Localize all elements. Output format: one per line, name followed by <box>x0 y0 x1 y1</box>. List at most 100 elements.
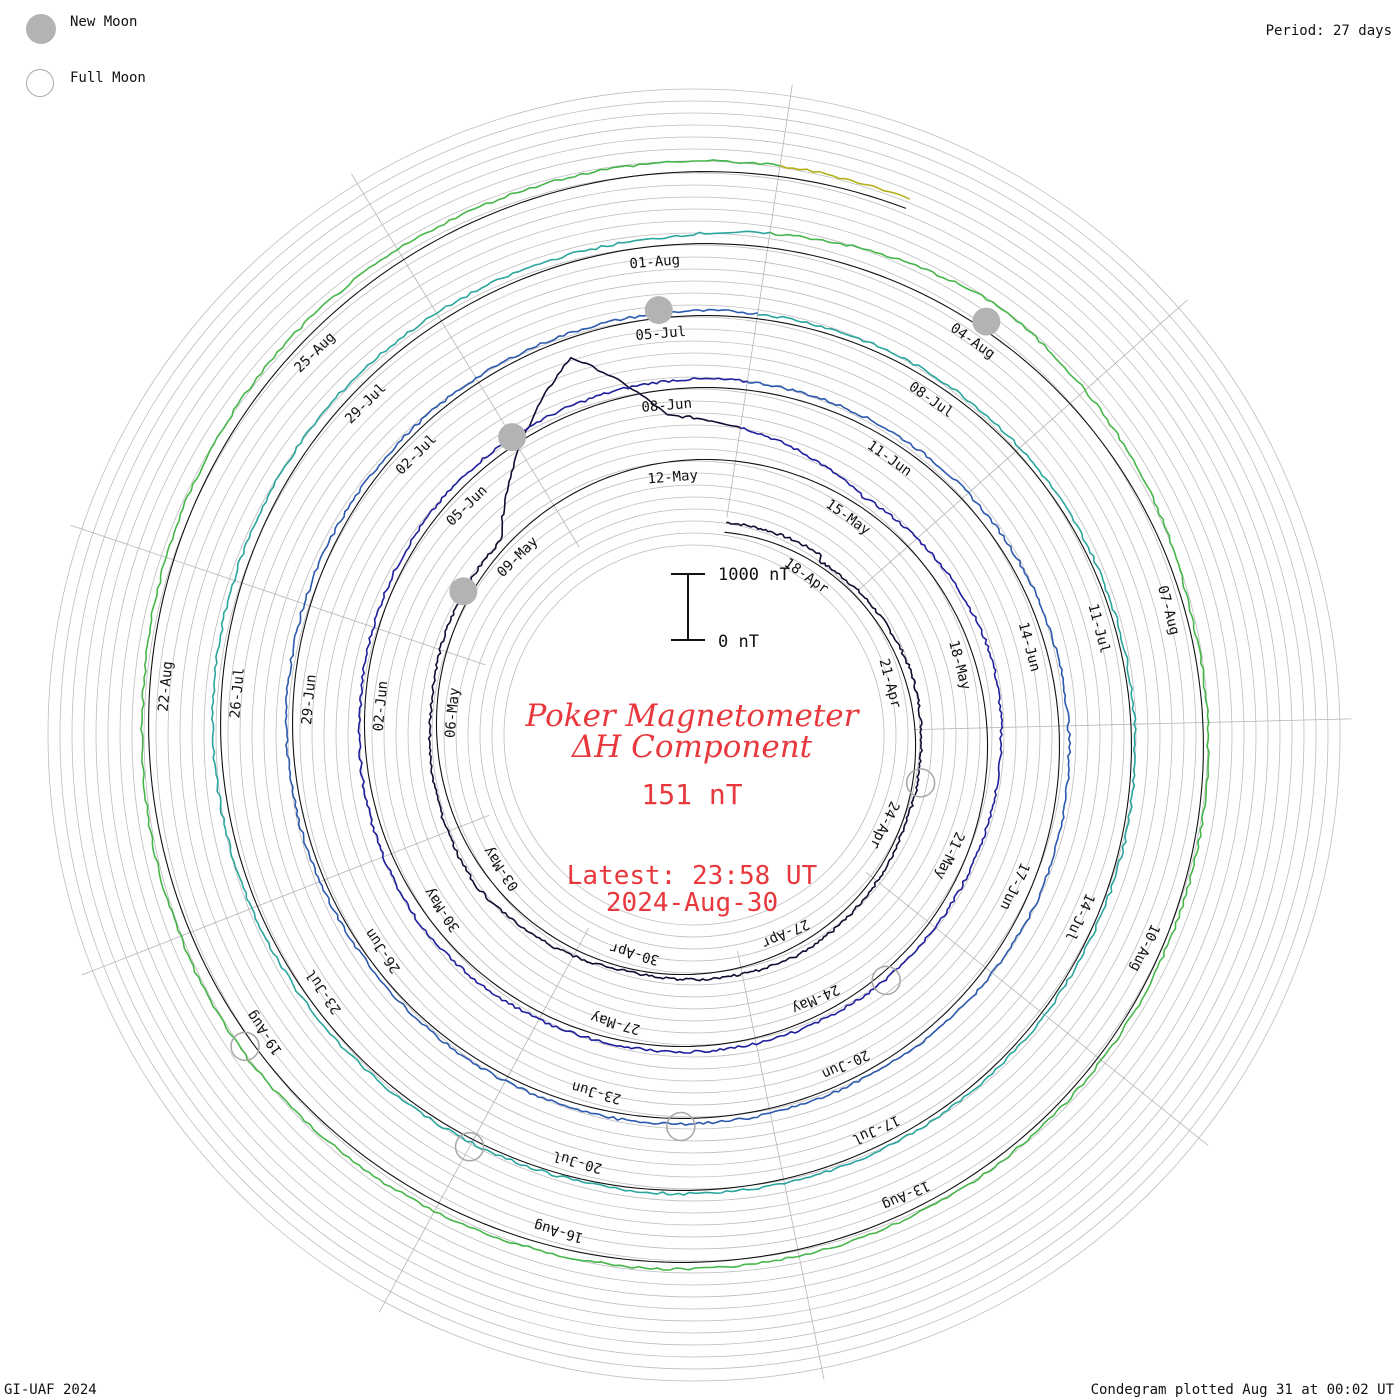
grid-ring <box>491 532 897 938</box>
grid-ring <box>275 316 1113 1154</box>
grid-ring <box>407 448 981 1022</box>
date-tick-label: 23-Jul <box>303 966 345 1017</box>
date-tick-label: 26-Jun <box>362 925 404 976</box>
new-moon-marker <box>449 577 478 606</box>
full-moon-marker <box>230 1031 260 1062</box>
cycle-trace <box>357 377 1004 1054</box>
legend-full-moon-label: Full Moon <box>70 70 146 86</box>
grid-ring <box>47 88 1341 1382</box>
grid-ring <box>107 148 1281 1322</box>
grid-ring <box>323 364 1065 1106</box>
latest-time: Latest: 23:58 UT <box>567 861 818 891</box>
grid-rings <box>47 88 1341 1382</box>
date-tick-label: 15-May <box>823 496 874 538</box>
grid-ring <box>143 184 1245 1286</box>
grid-ring <box>395 436 993 1034</box>
date-tick-label: 30-Apr <box>608 939 661 968</box>
data-traces <box>140 159 1210 1271</box>
date-tick-label: 23-Jun <box>570 1078 623 1107</box>
date-tick-label: 12-May <box>647 467 699 487</box>
radial-spoke <box>81 814 490 976</box>
grid-ring <box>95 136 1293 1334</box>
date-tick-label: 16-Aug <box>532 1217 585 1246</box>
legend-new-moon-label: New Moon <box>70 14 138 30</box>
grid-ring <box>503 544 885 926</box>
full-moon-marker <box>454 1132 485 1162</box>
new-moon-marker <box>644 296 673 325</box>
grid-ring <box>155 196 1233 1274</box>
date-tick-label: 24-Apr <box>866 799 902 852</box>
center-title: Poker Magnetometer ΔH Component 151 nT L… <box>525 698 861 918</box>
radial-spoke <box>378 927 590 1313</box>
date-tick-label: 30-May <box>421 884 463 935</box>
scale-top-label: 1000 nT <box>718 565 790 585</box>
radial-spoke <box>70 524 486 666</box>
scale-bar: 1000 nT 0 nT <box>671 565 790 652</box>
grid-ring <box>167 208 1221 1262</box>
new-moon-marker <box>972 307 1001 336</box>
date-tick-label: 22-Aug <box>156 660 177 712</box>
full-moon-marker <box>871 965 901 996</box>
date-tick-label: 08-Jun <box>641 396 693 416</box>
grid-ring <box>227 268 1161 1202</box>
grid-ring <box>335 376 1053 1094</box>
date-tick-label: 03-May <box>480 843 522 894</box>
grid-ring <box>419 460 969 1010</box>
footer-plot-time: Condegram plotted Aug 31 at 00:02 UT <box>1090 1382 1394 1398</box>
grid-ring <box>443 484 945 986</box>
grid-ring <box>131 172 1257 1298</box>
grid-ring <box>467 508 921 962</box>
grid-ring <box>71 112 1317 1358</box>
date-tick-label: 11-Jul <box>1084 602 1112 655</box>
date-tick-label: 17-Jul <box>849 1112 902 1148</box>
new-moon-icon <box>26 14 56 44</box>
date-tick-label: 01-Aug <box>629 252 681 272</box>
grid-ring <box>371 412 1017 1058</box>
grid-ring <box>479 520 909 950</box>
baseline-spiral <box>148 171 1204 1263</box>
grid-ring <box>287 328 1101 1142</box>
grid-ring <box>215 256 1173 1214</box>
moon-markers <box>230 296 1001 1162</box>
grid-ring <box>59 100 1329 1370</box>
full-moon-marker <box>666 1111 696 1142</box>
date-tick-label: 18-May <box>945 639 973 692</box>
cycle-trace <box>210 230 1137 1196</box>
grid-ring <box>239 280 1149 1190</box>
radial-spoke <box>858 299 1188 590</box>
date-tick-label: 14-Jun <box>1015 620 1043 673</box>
cycle-trace <box>779 164 911 200</box>
full-moon-marker <box>905 768 936 798</box>
period-label: Period: 27 days <box>1265 23 1392 39</box>
grid-ring <box>203 244 1185 1226</box>
radial-spoke <box>350 173 580 548</box>
radial-spokes <box>70 84 1352 1380</box>
baseline-spiral-line <box>148 171 1204 1263</box>
date-tick-label: 02-Jun <box>371 680 392 732</box>
grid-ring <box>251 292 1137 1178</box>
full-moon-icon <box>26 69 54 97</box>
date-tick-label: 06-May <box>442 687 463 739</box>
new-moon-marker <box>498 423 527 452</box>
grid-ring <box>383 424 1005 1046</box>
grid-ring <box>263 304 1125 1166</box>
grid-ring <box>191 232 1197 1238</box>
latest-date: 2024-Aug-30 <box>606 888 778 918</box>
date-tick-label: 17-Jun <box>996 860 1032 913</box>
title-line1: Poker Magnetometer <box>525 698 861 734</box>
date-tick-label: 07-Aug <box>1154 584 1182 637</box>
cycle-trace <box>427 356 924 982</box>
grid-ring <box>455 496 933 974</box>
date-tick-label: 11-Jun <box>864 438 915 480</box>
date-tick-label: 05-Jul <box>635 324 687 344</box>
current-value: 151 nT <box>641 778 742 811</box>
cycle-trace <box>284 308 1072 1126</box>
radial-spoke <box>865 871 1209 1146</box>
date-tick-label: 29-Jun <box>299 674 320 726</box>
radial-spoke <box>726 84 793 518</box>
radial-spoke <box>737 950 825 1380</box>
grid-ring <box>83 124 1305 1346</box>
grid-ring <box>311 352 1077 1118</box>
date-tick-label: 27-May <box>589 1008 642 1037</box>
